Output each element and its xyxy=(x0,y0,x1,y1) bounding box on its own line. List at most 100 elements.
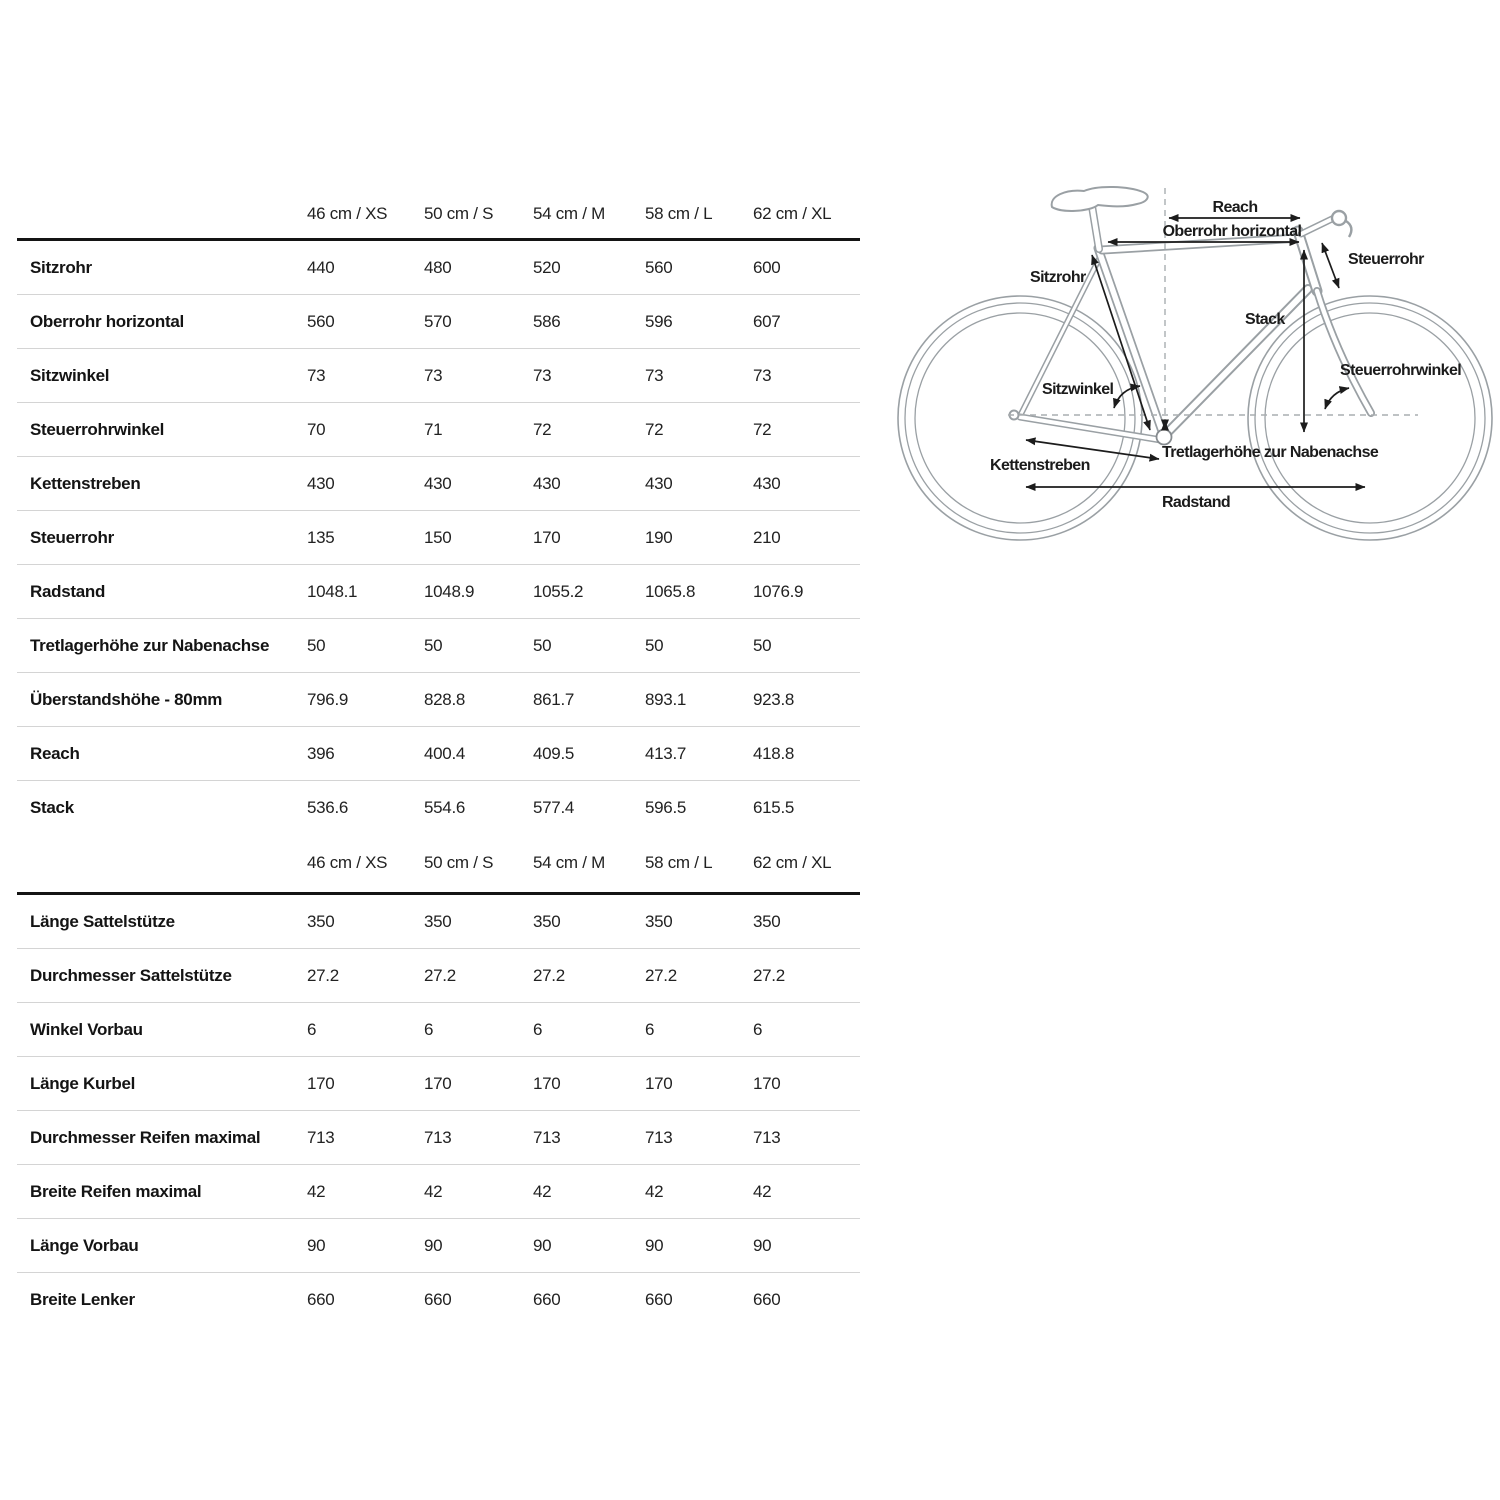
cell-value: 1065.8 xyxy=(645,581,696,601)
row-label: Oberrohr horizontal xyxy=(30,311,184,331)
cell-value: 90 xyxy=(307,1235,326,1255)
cell-value: 409.5 xyxy=(533,743,575,763)
cell-value: 42 xyxy=(753,1181,772,1201)
row-label: Reach xyxy=(30,743,80,763)
cell-value: 923.8 xyxy=(753,689,795,709)
table-row: Sitzwinkel 73 73 73 73 73 xyxy=(17,349,860,403)
table-row: Breite Lenker 660 660 660 660 660 xyxy=(17,1273,860,1326)
cell-value: 6 xyxy=(753,1019,763,1039)
cell-value: 615.5 xyxy=(753,797,795,817)
frame xyxy=(1016,196,1375,444)
cell-value: 430 xyxy=(307,473,335,493)
cell-value: 1048.9 xyxy=(424,581,475,601)
cell-value: 50 xyxy=(753,635,772,655)
size-header: 54 cm / M xyxy=(533,204,605,223)
cell-value: 42 xyxy=(645,1181,664,1201)
cell-value: 660 xyxy=(307,1289,335,1309)
cell-value: 396 xyxy=(307,743,335,763)
cell-value: 861.7 xyxy=(533,689,575,709)
cell-value: 430 xyxy=(753,473,781,493)
cell-value: 71 xyxy=(424,419,443,439)
top-tube-label: Oberrohr horizontal xyxy=(1163,223,1302,240)
size-header: 54 cm / M xyxy=(533,853,605,872)
cell-value: 72 xyxy=(753,419,772,439)
bottom-bracket xyxy=(1155,428,1173,446)
table-row: Breite Reifen maximal 42 42 42 42 42 xyxy=(17,1165,860,1219)
row-label: Steuerrohrwinkel xyxy=(30,419,165,439)
size-header: 62 cm / XL xyxy=(753,853,832,872)
cell-value: 70 xyxy=(307,419,326,439)
cell-value: 400.4 xyxy=(424,743,466,763)
size-header: 58 cm / L xyxy=(645,853,713,872)
cell-value: 350 xyxy=(753,911,781,931)
cell-value: 73 xyxy=(307,365,326,385)
geometry-section-frame: Sitzrohr 440 480 520 560 600 Oberrohr horizont… xyxy=(17,241,860,834)
row-label: Sitzwinkel xyxy=(30,365,110,385)
cell-value: 170 xyxy=(533,1073,561,1093)
saddle xyxy=(1050,186,1149,212)
cell-value: 570 xyxy=(424,311,452,331)
table-row: Steuerrohr 135 150 170 190 210 xyxy=(17,511,860,565)
row-label: Stack xyxy=(30,797,74,817)
table-row: Überstandshöhe - 80mm 796.9 828.8 861.7 893.… xyxy=(17,673,860,727)
table-row: Länge Kurbel 170 170 170 170 170 xyxy=(17,1057,860,1111)
row-label: Kettenstreben xyxy=(30,473,141,493)
cell-value: 713 xyxy=(753,1127,781,1147)
cell-value: 660 xyxy=(533,1289,561,1309)
head-tube-label: Steuerrohr xyxy=(1348,251,1424,268)
cell-value: 50 xyxy=(645,635,664,655)
cell-value: 418.8 xyxy=(753,743,795,763)
cell-value: 713 xyxy=(533,1127,561,1147)
cell-value: 350 xyxy=(424,911,452,931)
cell-value: 42 xyxy=(307,1181,326,1201)
front-wheel xyxy=(1247,295,1493,541)
cell-value: 520 xyxy=(533,257,561,277)
cell-value: 536.6 xyxy=(307,797,349,817)
cell-value: 607 xyxy=(753,311,781,331)
cell-value: 660 xyxy=(753,1289,781,1309)
bb-height-label: Tretlagerhöhe zur Nabenachse xyxy=(1162,444,1379,461)
seat-angle-arc xyxy=(1113,383,1141,409)
cell-value: 73 xyxy=(753,365,772,385)
cell-value: 90 xyxy=(645,1235,664,1255)
table-row: Reach 396 400.4 409.5 413.7 418.8 xyxy=(17,727,860,781)
geometry-table: 46 cm / XS 50 cm / S 54 cm / M 58 cm / L… xyxy=(17,190,860,1326)
head-tube-arrow xyxy=(1321,242,1340,289)
cell-value: 1076.9 xyxy=(753,581,804,601)
row-label: Tretlagerhöhe zur Nabenachse xyxy=(30,635,270,655)
table-row: Durchmesser Reifen maximal 713 713 713 713 71… xyxy=(17,1111,860,1165)
row-label: Überstandshöhe - 80mm xyxy=(30,689,223,709)
chainstay-label: Kettenstreben xyxy=(990,457,1090,474)
stack-label: Stack xyxy=(1245,311,1285,328)
head-angle-label: Steuerrohrwinkel xyxy=(1340,362,1461,379)
cell-value: 72 xyxy=(645,419,664,439)
row-label: Durchmesser Reifen maximal xyxy=(30,1127,261,1147)
cell-value: 480 xyxy=(424,257,452,277)
cell-value: 796.9 xyxy=(307,689,349,709)
seat-angle-label: Sitzwinkel xyxy=(1042,381,1114,398)
cell-value: 50 xyxy=(533,635,552,655)
row-label: Länge Vorbau xyxy=(30,1235,139,1255)
cell-value: 1048.1 xyxy=(307,581,358,601)
cell-value: 73 xyxy=(533,365,552,385)
size-header-row: 46 cm / XS 50 cm / S 54 cm / M 58 cm / L… xyxy=(17,190,860,241)
table-row: Länge Sattelstütze 350 350 350 350 350 xyxy=(17,895,860,949)
cell-value: 828.8 xyxy=(424,689,466,709)
cell-value: 586 xyxy=(533,311,561,331)
size-header: 50 cm / S xyxy=(424,853,494,872)
row-label: Radstand xyxy=(30,581,106,601)
row-label: Sitzrohr xyxy=(30,257,92,277)
cell-value: 150 xyxy=(424,527,452,547)
cell-value: 893.1 xyxy=(645,689,687,709)
table-row: Tretlagerhöhe zur Nabenachse 50 50 50 50 50 xyxy=(17,619,860,673)
cell-value: 27.2 xyxy=(533,965,565,985)
cell-value: 6 xyxy=(424,1019,434,1039)
seat-tube-arrow xyxy=(1091,254,1151,431)
cell-value: 170 xyxy=(533,527,561,547)
cell-value: 42 xyxy=(424,1181,443,1201)
cell-value: 350 xyxy=(645,911,673,931)
size-header-row: 46 cm / XS 50 cm / S 54 cm / M 58 cm / L… xyxy=(17,834,860,895)
table-row: Sitzrohr 440 480 520 560 600 xyxy=(17,241,860,295)
cell-value: 713 xyxy=(424,1127,452,1147)
